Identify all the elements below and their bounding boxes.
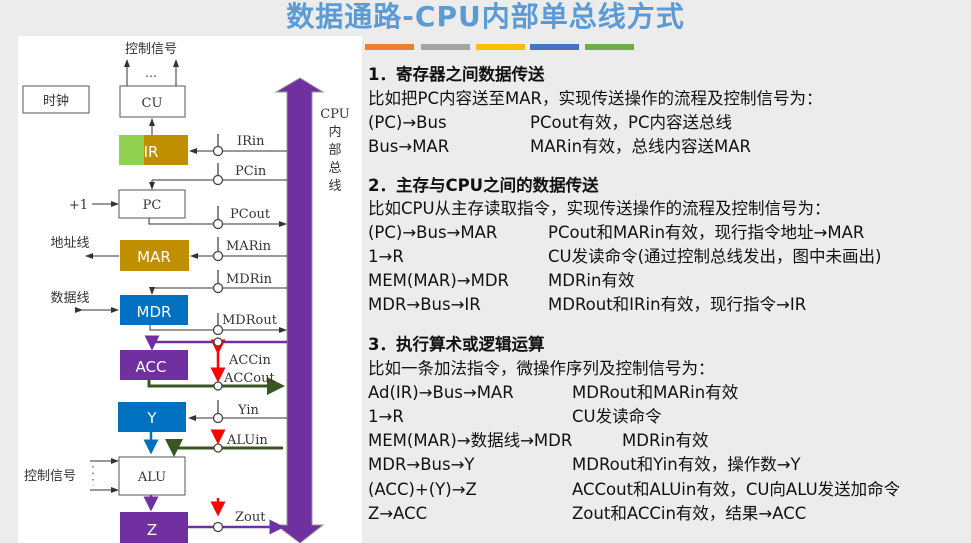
svg-text:Z: Z xyxy=(147,521,157,539)
plus-one-label: +1 xyxy=(69,198,88,213)
svg-text:部: 部 xyxy=(328,143,341,158)
section-2-row: MEM(MAR)→MDR MDRin有效 xyxy=(368,271,635,290)
section-3-row: Ad(IR)→Bus→MAR MDRout和MARin有效 xyxy=(368,383,739,402)
cu-box xyxy=(119,85,186,118)
signal-marin: MARin xyxy=(226,239,272,254)
section-1-heading: 1．寄存器之间数据传送 xyxy=(368,65,545,84)
signal-mdrin: MDRin xyxy=(226,272,273,287)
control-gates xyxy=(212,134,224,533)
dots: … xyxy=(145,66,157,80)
accent-bar-yellow xyxy=(476,44,525,50)
signal-yin: Yin xyxy=(237,403,260,418)
accent-bar-blue xyxy=(530,44,579,50)
signal-aluin: ALUin xyxy=(226,433,268,448)
section-1-row: (PC)→Bus PCout有效，PC内容送总线 xyxy=(368,113,732,132)
svg-text:CU: CU xyxy=(142,96,163,111)
signal-irin: IRin xyxy=(237,134,265,149)
cpu-single-bus-diagram: CPU 内 部 总 线 时钟 控制信号 … CU IR IRin PCin +1… xyxy=(22,42,350,543)
control-signal-label: 控制信号 xyxy=(125,42,177,57)
accent-bar-green xyxy=(585,44,634,50)
section-2-row: MDR→Bus→IR MDRout和IRin有效，现行指令→IR xyxy=(368,295,807,314)
clock-label: 时钟 xyxy=(43,93,69,109)
section-2-intro: 比如CPU从主存读取指令，实现传送操作的流程及控制信号为： xyxy=(368,199,831,218)
section-1-row: Bus→MAR MARin有效，总线内容送MAR xyxy=(368,137,752,156)
section-3-row: MDR→Bus→Y MDRout和Yin有效，操作数→Y xyxy=(368,455,801,474)
section-2-row: (PC)→Bus→MAR PCout和MARin有效，现行指令地址→MAR xyxy=(368,223,865,242)
accent-bar-gray xyxy=(421,44,470,50)
section-3-row: 1→R CU发读命令 xyxy=(368,407,662,426)
svg-text:CPU: CPU xyxy=(320,107,349,122)
alu-control-signal-label: 控制信号 xyxy=(24,469,76,484)
mdr-register xyxy=(120,295,188,325)
svg-text:ACC: ACC xyxy=(136,358,167,376)
signal-accin: ACCin xyxy=(228,353,271,368)
signal-pcout: PCout xyxy=(230,207,271,222)
section-1-intro: 比如把PC内容送至MAR，实现传送操作的流程及控制信号为： xyxy=(368,89,823,108)
signal-accout: ACCout xyxy=(223,371,275,386)
accent-bar-orange xyxy=(365,44,414,50)
section-2-row: 1→R CU发读命令(通过控制总线发出，图中未画出) xyxy=(368,247,882,266)
section-3-row: Z→ACC Zout和ACCin有效，结果→ACC xyxy=(368,504,807,523)
data-line-label: 数据线 xyxy=(50,291,89,306)
svg-text:总: 总 xyxy=(328,161,341,176)
svg-text:线: 线 xyxy=(328,179,341,194)
section-3-intro: 比如一条加法指令，微操作序列及控制信号为： xyxy=(368,359,715,378)
signal-pcin: PCin xyxy=(235,164,267,179)
signal-mdrout: MDRout xyxy=(222,313,278,328)
z-register xyxy=(120,512,188,543)
slide-title: 数据通路-CPU内部单总线方式 xyxy=(286,0,685,33)
section-3-heading: 3．执行算术或逻辑运算 xyxy=(368,335,545,354)
section-3-row: (ACC)+(Y)→Z ACCout和ALUin有效，CU向ALU发送加命令 xyxy=(368,480,901,499)
mar-register xyxy=(120,240,189,271)
bus-label: CPU 内 部 总 线 xyxy=(320,107,349,194)
clock-box xyxy=(22,85,90,114)
pc-register xyxy=(118,189,186,219)
acc-register xyxy=(120,350,188,380)
svg-text:PC: PC xyxy=(143,198,162,213)
svg-text:内: 内 xyxy=(328,124,341,140)
address-line-label: 地址线 xyxy=(50,236,89,251)
svg-text:IR: IR xyxy=(144,143,159,161)
y-register xyxy=(118,402,186,432)
section-3-row: MEM(MAR)→数据线→MDR MDRin有效 xyxy=(368,431,709,450)
svg-text:Y: Y xyxy=(146,409,157,427)
signal-zout: Zout xyxy=(235,510,266,525)
svg-text:ALU: ALU xyxy=(137,470,166,485)
svg-text:MDR: MDR xyxy=(137,303,172,321)
svg-text:MAR: MAR xyxy=(137,248,171,266)
section-2-heading: 2．主存与CPU之间的数据传送 xyxy=(368,176,599,195)
internal-bus-arrow xyxy=(274,77,325,543)
